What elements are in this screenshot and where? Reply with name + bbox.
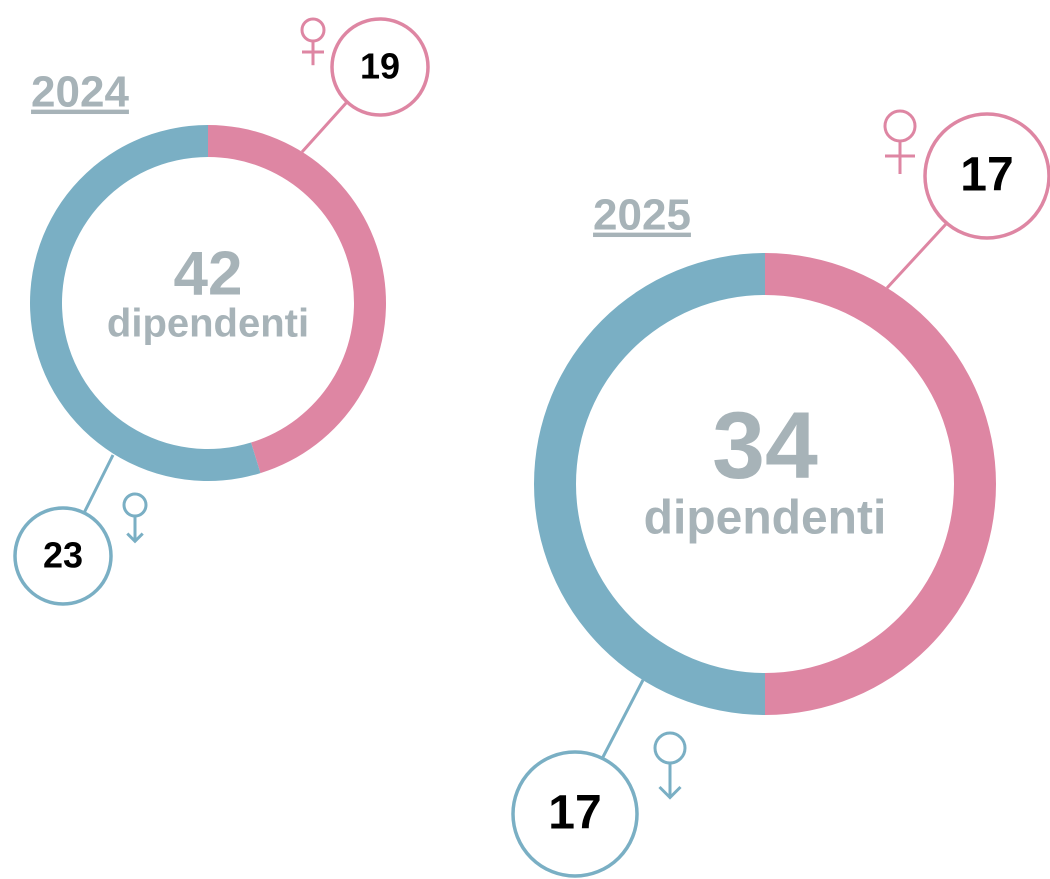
leader-line xyxy=(885,222,948,290)
donut-segment xyxy=(208,125,387,474)
chart-title: 2024 xyxy=(31,68,129,117)
value-bubble xyxy=(330,17,430,117)
total-value: 34 xyxy=(712,393,818,499)
chart-title: 2025 xyxy=(593,191,691,240)
female-icon xyxy=(883,109,917,143)
donut-segment xyxy=(534,253,765,715)
female-icon xyxy=(300,17,326,43)
value-bubble xyxy=(13,506,113,606)
value-bubble xyxy=(511,750,639,878)
value-label: 23 xyxy=(43,535,83,576)
male-icon xyxy=(658,785,682,800)
male-icon xyxy=(653,731,687,765)
value-label: 19 xyxy=(360,46,400,87)
value-label: 17 xyxy=(548,787,601,840)
total-label: dipendenti xyxy=(644,492,887,545)
donut-segment xyxy=(765,253,996,715)
value-bubble xyxy=(923,112,1050,240)
male-icon xyxy=(126,532,144,544)
leader-line xyxy=(82,454,115,514)
total-label: dipendenti xyxy=(107,302,309,346)
total-value: 42 xyxy=(174,239,243,308)
leader-line xyxy=(300,100,349,154)
male-icon xyxy=(122,492,148,518)
leader-line xyxy=(601,679,645,758)
value-label: 17 xyxy=(960,149,1013,202)
donut-segment xyxy=(30,125,261,481)
